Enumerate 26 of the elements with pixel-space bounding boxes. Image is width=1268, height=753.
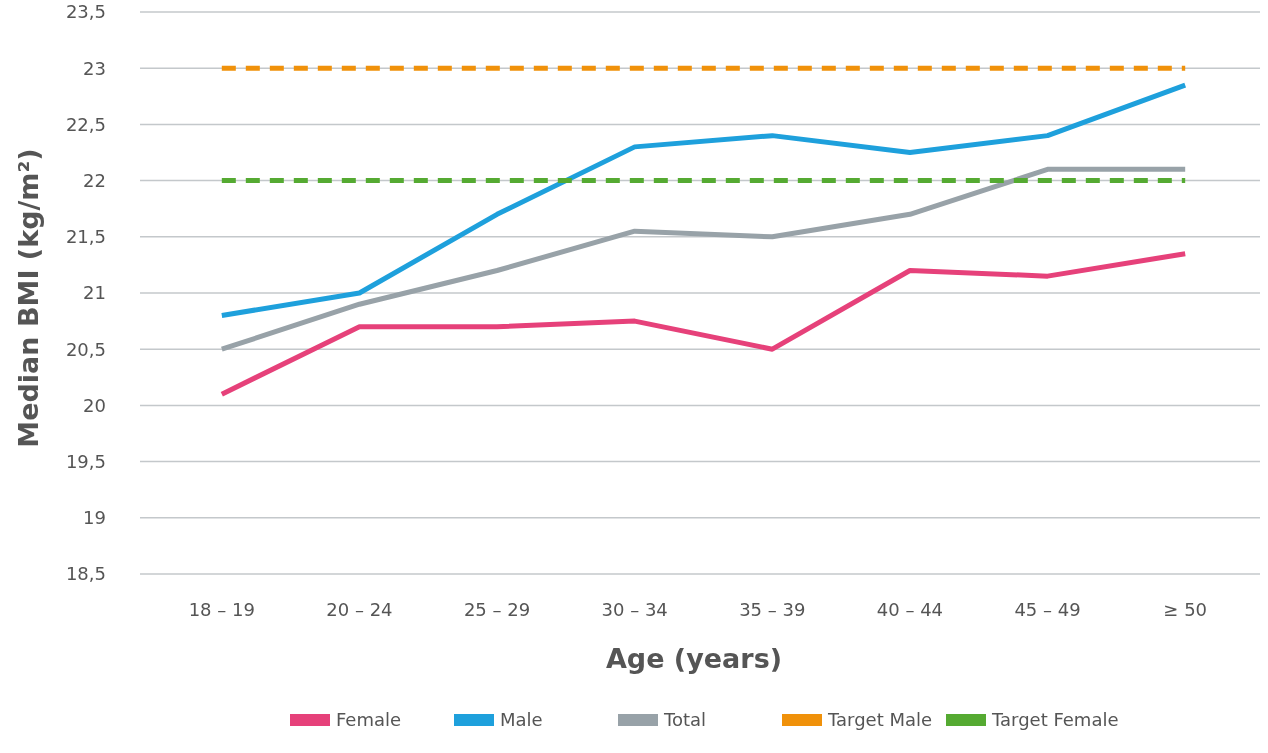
y-tick-label: 21: [83, 282, 106, 304]
legend-label: Target Female: [991, 709, 1119, 731]
y-tick-label: 20,5: [65, 338, 106, 360]
y-tick-label: 21,5: [65, 226, 106, 248]
y-tick-label: 20: [83, 394, 106, 416]
x-tick-label: 20 – 24: [326, 599, 393, 621]
x-tick-label: 18 – 19: [188, 599, 255, 621]
legend-label: Total: [663, 709, 707, 731]
x-tick-label: 25 – 29: [463, 599, 531, 621]
x-axis-title: Age (years): [605, 643, 783, 674]
y-tick-label: 19: [83, 507, 106, 529]
y-tick-label: 19,5: [65, 450, 106, 472]
x-tick-label: 30 – 34: [601, 599, 668, 621]
y-tick-label: 23: [83, 57, 106, 79]
y-tick-label: 22,5: [65, 113, 106, 135]
y-tick-label: 23,5: [65, 1, 106, 23]
legend-label: Female: [336, 709, 402, 731]
x-tick-label: ≥ 50: [1163, 599, 1208, 621]
y-axis-title: Median BMI (kg/m²): [13, 148, 44, 448]
x-tick-label: 45 – 49: [1014, 599, 1081, 621]
legend-label: Target Male: [827, 709, 933, 731]
x-tick-label: 40 – 44: [876, 599, 944, 621]
y-tick-label: 22: [83, 169, 106, 191]
y-tick-label: 18,5: [65, 563, 106, 585]
legend-label: Male: [500, 709, 543, 731]
x-tick-label: 35 – 39: [739, 599, 806, 621]
